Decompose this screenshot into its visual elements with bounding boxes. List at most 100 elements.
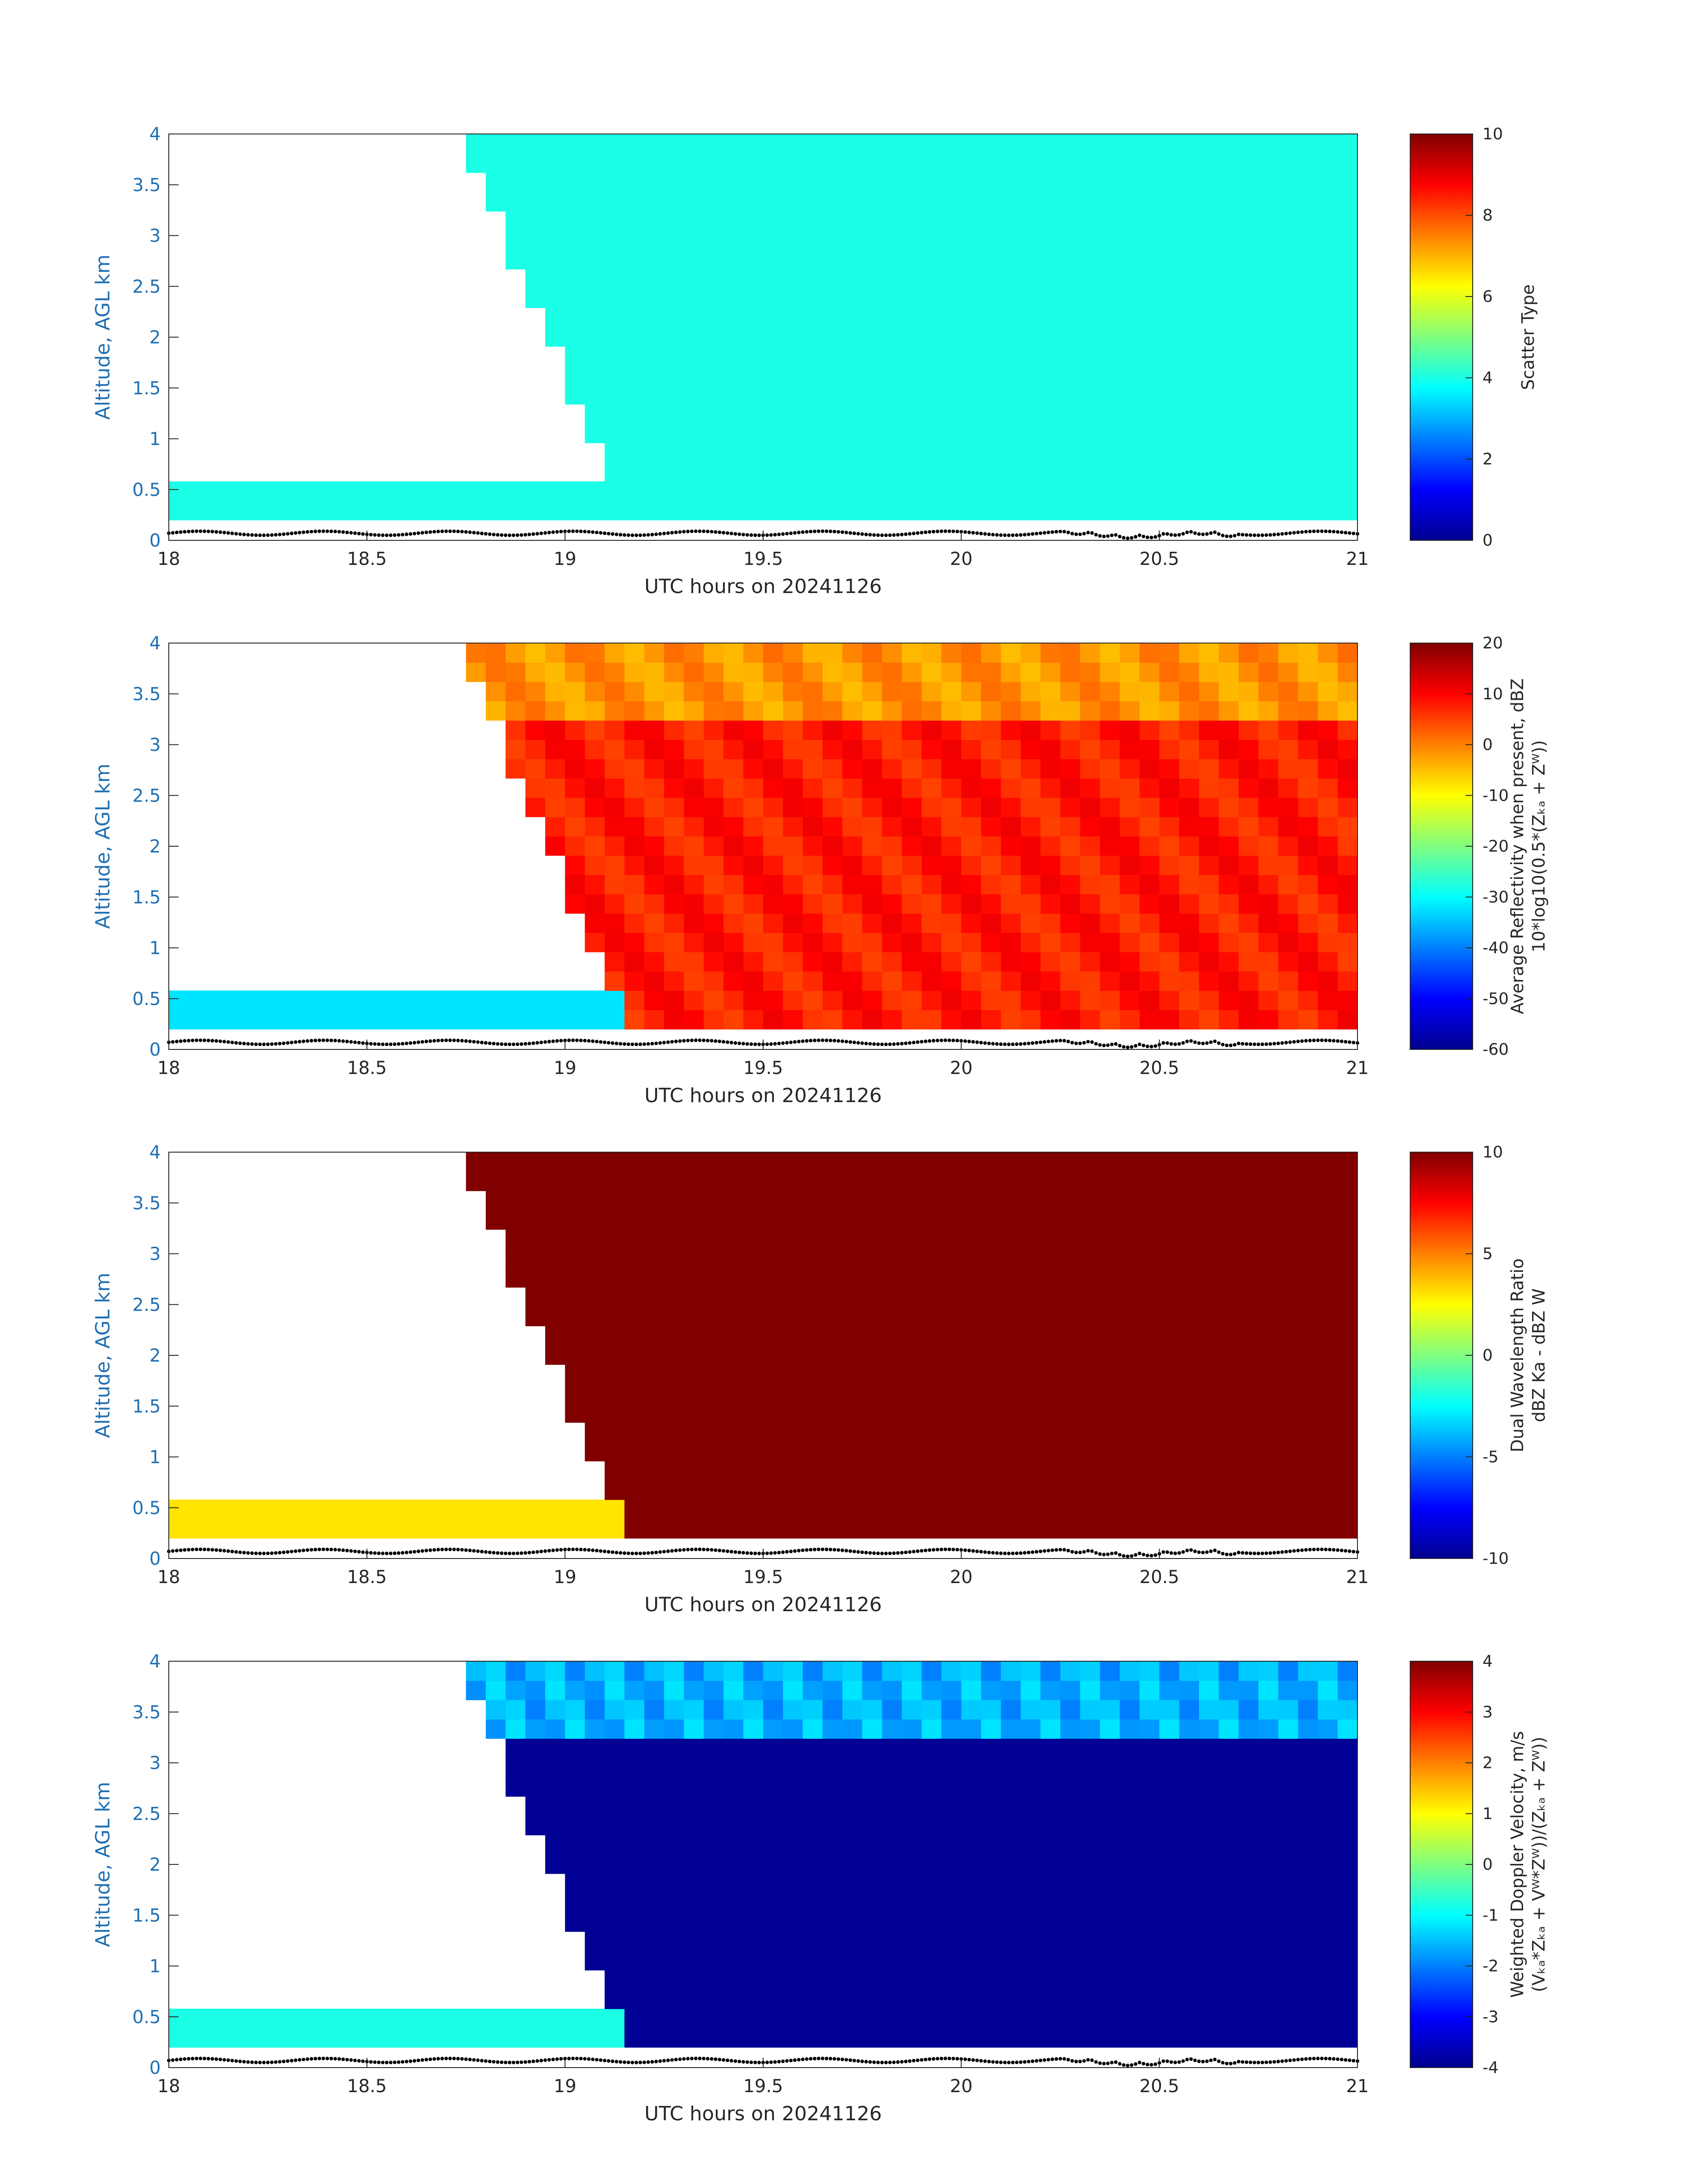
surface-dot — [999, 2060, 1003, 2064]
surface-dot — [852, 1040, 856, 1045]
surface-dot — [405, 1550, 409, 1554]
heatmap-cell — [485, 1661, 506, 1681]
heatmap-cell — [743, 1893, 764, 1913]
heatmap-cell — [485, 481, 506, 501]
surface-dot — [1169, 2060, 1173, 2064]
heatmap-cell — [605, 1815, 625, 1835]
surface-dot — [293, 1040, 297, 1044]
heatmap-cell — [1119, 797, 1140, 817]
heatmap-cell — [902, 230, 922, 251]
heatmap-cell — [802, 1835, 823, 1855]
heatmap-cell — [307, 1519, 328, 1539]
surface-dot — [381, 1551, 385, 1555]
heatmap-cell — [664, 778, 685, 798]
surface-dot — [293, 1549, 297, 1553]
heatmap-cell — [545, 1815, 566, 1835]
heatmap-cell — [1020, 384, 1041, 405]
heatmap-cell — [802, 481, 823, 501]
surface-dot — [191, 1547, 195, 1551]
surface-dot — [515, 1551, 519, 1555]
surface-dot — [531, 2060, 535, 2064]
heatmap-cell — [882, 1661, 902, 1681]
surface-dot — [948, 1038, 952, 1042]
surface-dot — [317, 2056, 322, 2060]
surface-dot — [369, 1042, 373, 1046]
heatmap-cell — [783, 797, 803, 817]
heatmap-cell — [1318, 288, 1338, 308]
heatmap-cell — [961, 501, 981, 521]
surface-dot — [234, 2059, 238, 2063]
heatmap-cell — [1238, 308, 1259, 328]
surface-dot — [670, 1549, 674, 1553]
heatmap-cell — [1238, 1738, 1259, 1758]
surface-dot — [1348, 2058, 1352, 2062]
surface-dot — [618, 533, 622, 537]
heatmap-cell — [961, 1815, 981, 1835]
heatmap-cell — [605, 1383, 625, 1404]
heatmap-cell — [842, 1171, 863, 1191]
surface-dot — [1213, 1039, 1217, 1043]
heatmap-cell — [743, 1758, 764, 1778]
heatmap-cell — [644, 1893, 664, 1913]
heatmap-cell — [664, 1229, 685, 1249]
heatmap-cell — [961, 481, 981, 501]
heatmap-cell — [1139, 1461, 1160, 1481]
heatmap-cell — [565, 327, 585, 347]
heatmap-cell — [1278, 1815, 1299, 1835]
heatmap-cell — [684, 1680, 704, 1701]
surface-dot — [967, 1549, 971, 1553]
heatmap-cell — [505, 1010, 526, 1030]
surface-dot — [452, 529, 456, 533]
surface-dot — [258, 2060, 262, 2064]
heatmap-cell — [1318, 797, 1338, 817]
heatmap-cell — [862, 1989, 882, 2009]
surface-dot — [1149, 535, 1153, 539]
heatmap-cell — [545, 1519, 566, 1539]
heatmap-cell — [1020, 269, 1041, 289]
heatmap-cell — [1258, 1171, 1279, 1191]
heatmap-cell — [505, 1661, 526, 1681]
heatmap-cell — [545, 1345, 566, 1365]
heatmap-cell — [961, 327, 981, 347]
y-tick-label: 2 — [150, 327, 161, 348]
heatmap-cell — [723, 894, 744, 914]
surface-dot — [527, 1550, 531, 1554]
surface-dot — [1062, 1039, 1066, 1043]
heatmap-cell — [941, 1500, 962, 1520]
surface-dot — [210, 1039, 214, 1043]
heatmap-cell — [1199, 1758, 1219, 1778]
heatmap-cell — [1219, 1306, 1239, 1326]
heatmap-cell — [505, 643, 526, 663]
heatmap-cell — [823, 1893, 843, 1913]
heatmap-cell — [823, 192, 843, 212]
surface-dot — [1304, 2057, 1308, 2061]
surface-dot — [706, 1548, 710, 1552]
heatmap-cell — [1119, 643, 1140, 663]
heatmap-cell — [1100, 1191, 1120, 1211]
heatmap-cell — [961, 1461, 981, 1481]
surface-dot — [650, 1042, 654, 1046]
surface-dot — [1050, 2057, 1054, 2061]
surface-dot — [242, 1550, 246, 1554]
heatmap-cell — [842, 990, 863, 1011]
heatmap-cell — [763, 681, 784, 702]
heatmap-cell — [763, 2009, 784, 2029]
heatmap-cell — [802, 701, 823, 721]
surface-dot — [682, 2057, 686, 2061]
heatmap-cell — [842, 1306, 863, 1326]
heatmap-cell — [605, 990, 625, 1011]
heatmap-cell — [763, 720, 784, 740]
panel-4: 18 18.5 19 19.5 20 20.5 2100.511.522.533.54UTC… — [92, 1651, 1549, 2125]
heatmap-cell — [921, 211, 942, 231]
heatmap-cell — [525, 1661, 546, 1681]
heatmap-cell — [565, 1287, 585, 1307]
heatmap-cell — [723, 797, 744, 817]
heatmap-cell — [565, 2028, 585, 2048]
surface-dot — [1193, 1040, 1197, 1044]
heatmap-cell — [624, 1171, 645, 1191]
heatmap-cell — [585, 1815, 605, 1835]
heatmap-cell — [605, 172, 625, 192]
heatmap-cell — [585, 423, 605, 443]
heatmap-cell — [823, 481, 843, 501]
heatmap-cell — [1179, 404, 1199, 424]
